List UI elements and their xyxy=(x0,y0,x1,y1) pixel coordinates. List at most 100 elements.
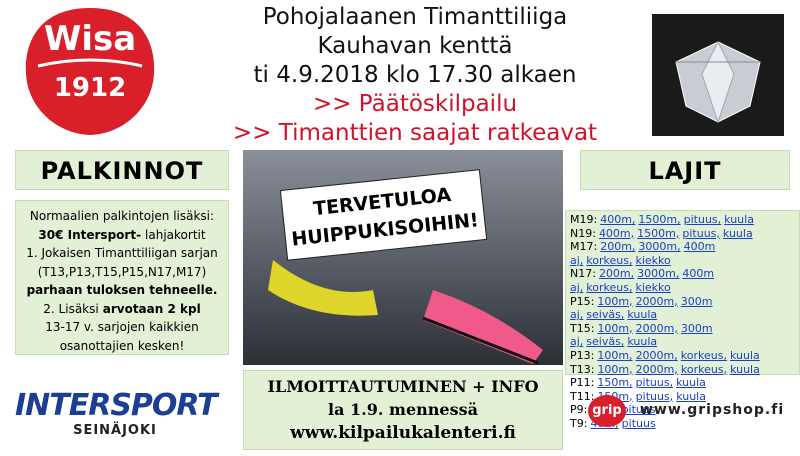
event-class: M17: xyxy=(570,240,598,254)
header-highlight: >> Päätöskilpailu xyxy=(312,91,518,117)
event-class: M19: xyxy=(570,213,598,226)
event-link[interactable]: 2000m, xyxy=(635,348,678,362)
diamond-trophy xyxy=(652,14,784,136)
registration-line: ILMOITTAUTUMINEN + INFO xyxy=(267,377,539,396)
prize-text: Normaalien palkintojen lisäksi: xyxy=(29,209,215,223)
prize-line: 30€ Intersport-lahjakortit xyxy=(16,226,228,245)
event-class: T9: xyxy=(570,416,588,430)
event-link[interactable]: kuula xyxy=(676,389,706,403)
event-link[interactable]: 400m, xyxy=(600,213,636,226)
event-link[interactable]: kuula xyxy=(676,376,706,390)
event-class: N17: xyxy=(570,267,596,281)
event-link[interactable]: pituus, xyxy=(635,389,674,403)
event-row: M19: 400m, 1500m, pituus, kuula xyxy=(570,213,799,227)
event-link[interactable]: pituus xyxy=(621,403,656,417)
event-row: P11: 150m, pituus, kuula xyxy=(570,376,799,390)
event-class: N19: xyxy=(570,226,596,240)
registration-link[interactable]: www.kilpailukalenteri.fi xyxy=(290,423,516,443)
logo-name: Wisa xyxy=(44,19,136,59)
grip-logo: grip xyxy=(588,395,626,427)
intersport-city: SEINÄJOKI xyxy=(73,423,157,438)
prize-text: 13-17 v. sarjojen kaikkien xyxy=(45,320,199,334)
logo-year: 1912 xyxy=(54,73,126,103)
event-class: P15: xyxy=(570,294,595,308)
event-link[interactable]: 300m aj, xyxy=(570,321,713,349)
registration-line: la 1.9. mennessä xyxy=(328,400,478,419)
event-row: N17: 200m, 3000m, 400m aj, korkeus, kiekko xyxy=(570,267,799,294)
event-class: P9: xyxy=(570,403,588,417)
event-link[interactable]: 2000m, xyxy=(635,321,678,335)
prize-line: 13-17 v. sarjojen kaikkien xyxy=(16,318,228,337)
prize-text: osanottajien kesken! xyxy=(59,338,185,353)
event-link[interactable]: pituus, xyxy=(683,213,722,226)
event-class: P11: xyxy=(570,376,595,390)
event-link[interactable]: 1500m, xyxy=(637,226,680,240)
prizes-box: Normaalien palkintojen lisäksi: 30€ Inter… xyxy=(15,200,229,355)
event-link[interactable]: kuula xyxy=(724,213,754,226)
event-link[interactable]: kuula xyxy=(730,362,760,376)
event-link[interactable]: kuula xyxy=(627,335,658,349)
event-link[interactable]: 400m aj, xyxy=(570,240,716,267)
event-row: T15: 100m, 2000m, 300m aj, seiväs, kuula xyxy=(570,322,799,349)
prize-line: 2. Lisäksi arvotaan 2 kpl xyxy=(16,300,228,319)
event-link[interactable]: 400m aj, xyxy=(570,267,715,294)
event-link[interactable]: 100m, xyxy=(597,362,633,376)
event-link[interactable]: korkeus, xyxy=(586,253,633,267)
prize-text: parhaan tuloksen tehneelle. xyxy=(26,283,218,297)
event-link[interactable]: seiväs, xyxy=(586,308,625,322)
prize-line: parhaan tuloksen tehneelle. xyxy=(16,281,228,300)
event-link[interactable]: 3000m, xyxy=(638,240,681,254)
prize-line: osanottajien kesken! xyxy=(16,337,228,356)
prize-line: (T13,P13,T15,P15,N17,M17) xyxy=(16,263,228,282)
event-link[interactable]: 2000m, xyxy=(635,294,678,308)
header-line: Kauhavan kenttä xyxy=(317,33,513,59)
prize-text: 30€ Intersport- xyxy=(38,227,142,242)
events-title: LAJIT xyxy=(580,150,790,190)
prize-text: (T13,P13,T15,P15,N17,M17) xyxy=(37,264,207,279)
event-class: T15: xyxy=(570,321,595,335)
prize-text: 2. Lisäksi xyxy=(43,301,99,316)
event-link[interactable]: kiekko xyxy=(635,280,671,294)
event-link[interactable]: pituus, xyxy=(635,376,674,390)
event-link[interactable]: 100m, xyxy=(597,321,633,335)
event-class: T13: xyxy=(570,362,595,376)
event-class: P13: xyxy=(570,348,595,362)
event-link[interactable]: korkeus, xyxy=(680,362,728,376)
event-link[interactable]: 400m, xyxy=(598,226,635,240)
prize-text: 1. Jokaisen Timanttiliigan sarjan xyxy=(26,246,218,260)
event-link[interactable]: 150m, xyxy=(597,376,633,390)
header-line: Pohojalaanen Timanttiliiga xyxy=(262,4,568,30)
prize-text: arvotaan 2 kpl xyxy=(102,301,201,316)
events-box: M19: 400m, 1500m, pituus, kuula N19: 400m, 1500… xyxy=(565,210,800,430)
event-link[interactable]: 1500m, xyxy=(638,213,681,226)
event-link[interactable]: 200m, xyxy=(600,240,636,254)
header-highlight: >> Timanttien saajat ratkeavat xyxy=(232,120,598,146)
event-link[interactable]: 100m, xyxy=(597,294,633,308)
event-link[interactable]: pituus xyxy=(621,416,656,430)
event-link[interactable]: korkeus, xyxy=(680,348,727,362)
event-link[interactable]: 3000m, xyxy=(637,267,680,281)
event-link[interactable]: kuula xyxy=(729,348,760,362)
event-link[interactable]: 200m, xyxy=(598,267,635,281)
event-link[interactable]: kuula xyxy=(627,308,658,322)
event-row: N19: 400m, 1500m, pituus, kuula xyxy=(570,227,799,241)
event-row: T13: 100m, 2000m, korkeus, kuula xyxy=(570,363,799,377)
event-class: T11: xyxy=(570,389,595,403)
event-link[interactable]: korkeus, xyxy=(586,280,633,294)
intersport-logo: INTERSPORT SEINÄJOKI xyxy=(15,388,218,438)
event-link[interactable]: kuula xyxy=(722,226,753,240)
event-link[interactable]: seiväs, xyxy=(586,335,625,349)
event-link[interactable]: pituus, xyxy=(682,226,720,240)
prize-line: Normaalien palkintojen lisäksi: xyxy=(16,207,228,226)
event-link[interactable]: 100m, xyxy=(597,348,633,362)
intersport-name: INTERSPORT xyxy=(15,388,218,423)
event-link[interactable]: 300m aj, xyxy=(570,294,713,322)
photo: TERVETULOA HUIPPUKISOIHIN! xyxy=(243,150,563,365)
grip-url[interactable]: www.gripshop.fi xyxy=(640,402,785,418)
registration-box: ILMOITTAUTUMINEN + INFO la 1.9. mennessä… xyxy=(243,370,563,450)
header-line: ti 4.9.2018 klo 17.30 alkaen xyxy=(253,62,577,88)
event-link[interactable]: kiekko xyxy=(635,253,671,267)
event-link[interactable]: 2000m, xyxy=(635,362,678,376)
event-row: P13: 100m, 2000m, korkeus, kuula xyxy=(570,349,799,363)
